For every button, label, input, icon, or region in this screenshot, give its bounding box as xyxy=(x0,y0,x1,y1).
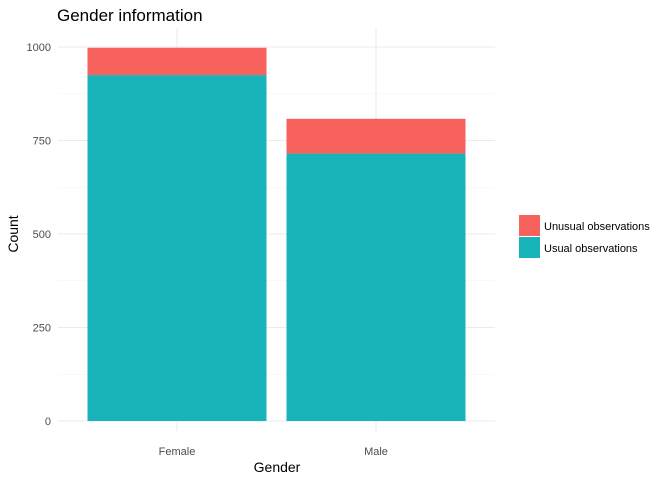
x-tick-label: Male xyxy=(364,446,388,458)
y-tick-label: 1000 xyxy=(27,42,51,54)
y-axis-ticks: 0 250 500 750 1000 xyxy=(27,42,51,428)
bars xyxy=(87,47,466,422)
y-tick-label: 750 xyxy=(33,136,51,148)
x-axis-ticks: Female Male xyxy=(159,446,388,458)
x-axis-title: Gender xyxy=(254,459,301,475)
bar-male-unusual-observations xyxy=(286,118,466,154)
legend-swatch xyxy=(519,215,540,236)
bar-male-usual-observations xyxy=(286,153,466,421)
chart-title: Gender information xyxy=(57,6,203,25)
y-tick-label: 0 xyxy=(45,416,51,428)
bar-female-usual-observations xyxy=(87,75,267,422)
legend-label: Usual observations xyxy=(544,243,638,255)
legend-label: Unusual observations xyxy=(544,221,650,233)
y-axis-title: Count xyxy=(5,215,21,252)
y-tick-label: 500 xyxy=(33,229,51,241)
legend: Unusual observations Usual observations xyxy=(519,215,650,258)
legend-swatch xyxy=(519,237,540,258)
y-tick-label: 250 xyxy=(33,323,51,335)
bar-female-unusual-observations xyxy=(87,47,267,76)
x-tick-label: Female xyxy=(159,446,196,458)
